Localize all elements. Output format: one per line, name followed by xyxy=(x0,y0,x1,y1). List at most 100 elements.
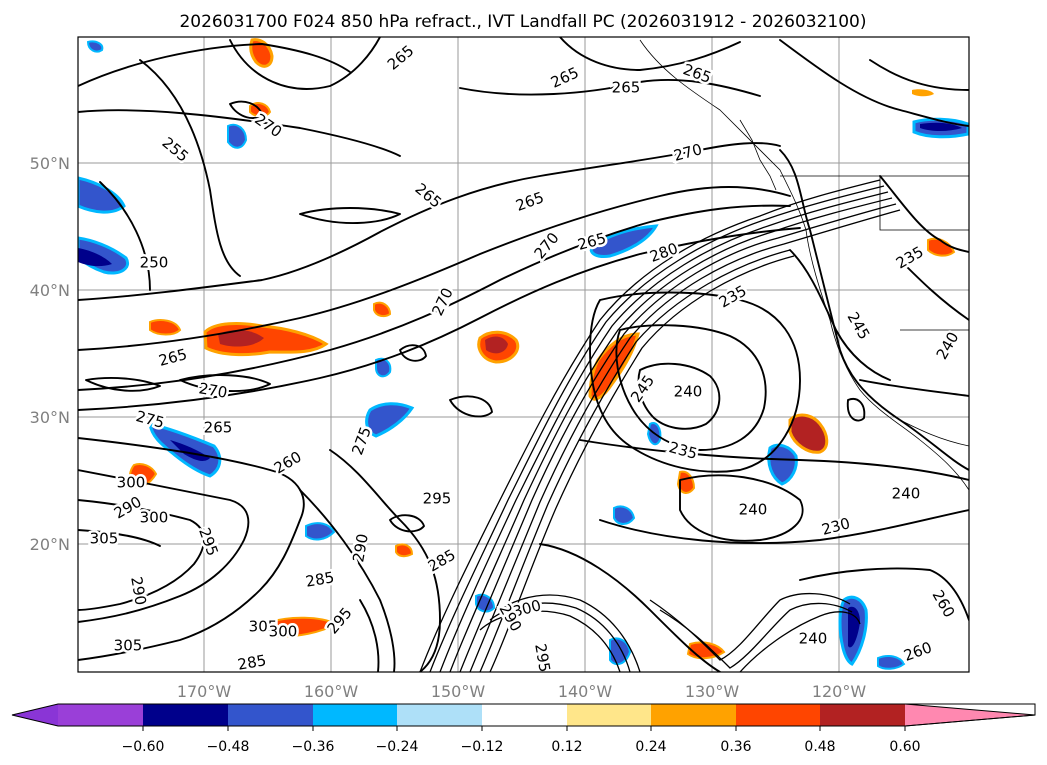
lon-label-120w: 120°W xyxy=(812,682,867,701)
contour-layer xyxy=(78,37,969,672)
cb-tick-label-8: 0.36 xyxy=(720,739,751,755)
jet-line-3 xyxy=(439,191,889,672)
loop-7 xyxy=(179,374,271,392)
loop-8 xyxy=(85,377,161,392)
shade-neg-3 xyxy=(589,224,659,258)
colorbar: −0.60 −0.48 −0.36 −0.24 −0.12 0.12 0.24 … xyxy=(11,703,1036,755)
contour-14 xyxy=(78,499,205,611)
contour-22 xyxy=(479,610,621,672)
shade-pos-5 xyxy=(249,38,274,68)
contour-label: 300 xyxy=(140,509,169,527)
shade-neg-1 xyxy=(78,176,126,214)
cb-tick-label-5: −0.12 xyxy=(461,739,504,755)
contour-12 xyxy=(78,437,305,661)
contour-label: 300 xyxy=(117,474,146,492)
colorbar-bin-8 xyxy=(651,704,736,726)
contour-17 xyxy=(299,489,396,672)
contour-label: 295 xyxy=(423,490,452,508)
cb-tick-label-1: −0.60 xyxy=(122,739,165,755)
jet-line-5 xyxy=(459,203,897,672)
shade-pos-12 xyxy=(373,301,392,318)
lat-label-30n: 30°N xyxy=(30,408,70,427)
contour-24 xyxy=(659,602,853,669)
contour-label: 285 xyxy=(236,651,267,674)
loop-1 xyxy=(399,344,427,362)
loop-4 xyxy=(449,395,493,418)
lat-label-20n: 20°N xyxy=(30,535,70,554)
contour-31 xyxy=(599,509,969,545)
contour-11 xyxy=(78,227,801,411)
cb-tick-label-4: −0.24 xyxy=(376,739,419,755)
shade-neg-7-core xyxy=(848,606,860,648)
lon-label-170w: 170°W xyxy=(177,682,232,701)
contour-19 xyxy=(539,543,721,672)
cb-tick-label-6: 0.12 xyxy=(551,739,582,755)
contour-2 xyxy=(229,37,381,90)
colorbar-bin-7 xyxy=(567,704,651,726)
colorbar-bin-4 xyxy=(313,704,397,726)
map-frame xyxy=(77,36,970,673)
colorbar-bin-2 xyxy=(143,704,228,726)
contour-37 xyxy=(899,259,969,321)
shade-neg-8-core xyxy=(920,122,962,131)
contour-30 xyxy=(579,439,969,481)
lat-label-50n: 50°N xyxy=(30,154,70,173)
shade-neg-15 xyxy=(86,40,104,53)
shade-neg-10 xyxy=(305,522,336,541)
shade-pos-7 xyxy=(149,319,182,336)
shade-pos-4 xyxy=(788,413,829,454)
colorbar-ticks xyxy=(142,726,906,731)
shade-pos-1-core xyxy=(218,329,264,347)
shade-pos-15 xyxy=(395,543,414,558)
shade-pos-2-core xyxy=(485,336,508,354)
contour-26 xyxy=(589,291,801,473)
jet-line-2 xyxy=(429,185,885,672)
contour-32 xyxy=(799,567,969,621)
colorbar-over-arrow xyxy=(905,704,1035,726)
contour-label: 305 xyxy=(249,618,278,636)
lat-label-40n: 40°N xyxy=(30,281,70,300)
contour-label: 240 xyxy=(674,383,703,401)
figure-title: 2026031700 F024 850 hPa refract., IVT La… xyxy=(179,12,866,32)
shade-pos-11 xyxy=(912,89,934,97)
loop-2 xyxy=(389,514,425,533)
latitude-axis: 50°N 40°N 30°N 20°N xyxy=(30,154,70,554)
jet-line-6 xyxy=(469,209,901,672)
contour-7 xyxy=(99,181,151,291)
cb-tick-label-3: −0.36 xyxy=(292,739,335,755)
contour-5 xyxy=(78,109,401,157)
loop-3 xyxy=(846,398,866,422)
coastline-alaska-panhandle xyxy=(739,119,777,191)
colorbar-over-outline xyxy=(904,703,1036,727)
colorbar-under-arrow xyxy=(12,704,58,726)
contour-27 xyxy=(615,324,767,451)
longitude-axis: 170°W 160°W 150°W 140°W 130°W 120°W xyxy=(177,682,867,701)
colorbar-bin-6 xyxy=(482,704,567,726)
contour-25 xyxy=(739,611,861,672)
contour-20 xyxy=(499,594,641,672)
contour-label: 250 xyxy=(140,254,169,272)
jet-line-1 xyxy=(419,179,881,672)
contour-label: 305 xyxy=(90,530,119,548)
coastline-north-america xyxy=(639,39,969,491)
lon-label-150w: 150°W xyxy=(431,682,486,701)
loop-6 xyxy=(299,207,401,225)
colorbar-bin-5 xyxy=(397,704,482,726)
contour-16 xyxy=(329,449,441,672)
contour-label: 300 xyxy=(269,623,298,641)
contour-36 xyxy=(879,175,969,253)
cb-tick-label-7: 0.24 xyxy=(635,739,666,755)
contour-13 xyxy=(78,469,250,623)
border-mexico xyxy=(899,419,969,447)
border-us-canada xyxy=(879,176,969,231)
contour-label: 240 xyxy=(739,501,768,519)
shade-neg-9 xyxy=(227,123,248,149)
contour-18 xyxy=(359,599,380,672)
contour-33 xyxy=(859,379,969,397)
contour-1 xyxy=(78,43,351,87)
colorbar-bin-9 xyxy=(736,704,820,726)
colorbar-bin-1 xyxy=(58,704,143,726)
shade-neg-5 xyxy=(365,402,415,438)
